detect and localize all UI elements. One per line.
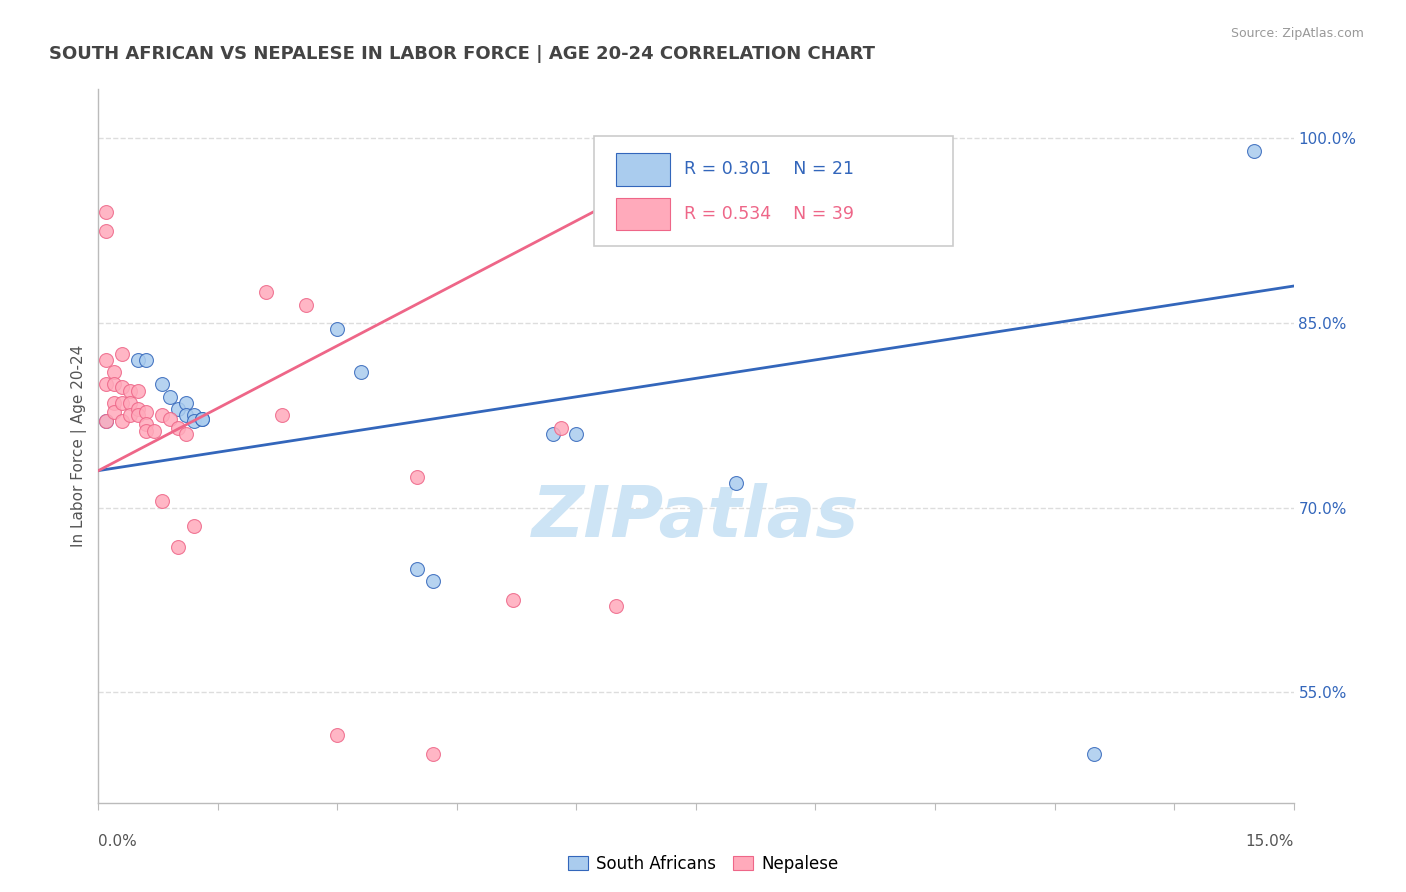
Text: SOUTH AFRICAN VS NEPALESE IN LABOR FORCE | AGE 20-24 CORRELATION CHART: SOUTH AFRICAN VS NEPALESE IN LABOR FORCE… xyxy=(49,45,875,62)
Point xyxy=(1083,747,1105,761)
Point xyxy=(120,396,142,410)
Point xyxy=(270,409,292,423)
Point xyxy=(135,352,157,367)
Point xyxy=(135,417,157,431)
Point xyxy=(1243,144,1265,158)
Point xyxy=(422,747,444,761)
Point xyxy=(150,409,173,423)
Point xyxy=(111,414,134,428)
Point xyxy=(326,322,349,336)
Point xyxy=(326,728,349,742)
Point xyxy=(294,297,316,311)
Text: R = 0.301    N = 21: R = 0.301 N = 21 xyxy=(685,161,853,178)
Point xyxy=(174,396,197,410)
Point xyxy=(103,404,125,418)
Point xyxy=(103,365,125,379)
Point xyxy=(541,426,564,441)
Point xyxy=(406,469,429,483)
Point xyxy=(183,519,205,533)
Point xyxy=(183,409,205,423)
Point xyxy=(565,426,588,441)
Point xyxy=(127,352,149,367)
Point xyxy=(96,414,118,428)
Point xyxy=(96,377,118,392)
Point xyxy=(135,424,157,438)
Point xyxy=(111,347,134,361)
Point xyxy=(550,420,572,434)
Point xyxy=(103,396,125,410)
Text: 0.0%: 0.0% xyxy=(98,833,138,848)
Point xyxy=(111,396,134,410)
Point xyxy=(96,205,118,219)
Point xyxy=(111,380,134,394)
Point xyxy=(502,592,524,607)
Point xyxy=(103,377,125,392)
FancyBboxPatch shape xyxy=(595,136,953,246)
Legend: South Africans, Nepalese: South Africans, Nepalese xyxy=(561,848,845,880)
Point xyxy=(127,409,149,423)
Bar xyxy=(616,153,669,186)
Text: R = 0.534    N = 39: R = 0.534 N = 39 xyxy=(685,205,853,223)
Point xyxy=(96,414,118,428)
Point xyxy=(150,494,173,508)
Point xyxy=(150,377,173,392)
Point xyxy=(254,285,277,300)
Point xyxy=(127,384,149,398)
Point xyxy=(96,352,118,367)
Point xyxy=(159,412,181,426)
Point xyxy=(167,420,190,434)
Point xyxy=(183,414,205,428)
Point xyxy=(174,426,197,441)
Text: 15.0%: 15.0% xyxy=(1246,833,1294,848)
Point xyxy=(120,409,142,423)
Point xyxy=(605,599,627,613)
Point xyxy=(350,365,373,379)
Point xyxy=(159,390,181,404)
Bar xyxy=(616,198,669,230)
Point xyxy=(406,562,429,576)
Y-axis label: In Labor Force | Age 20-24: In Labor Force | Age 20-24 xyxy=(72,345,87,547)
Point xyxy=(120,384,142,398)
Point xyxy=(135,404,157,418)
Point xyxy=(167,540,190,554)
Point xyxy=(167,402,190,417)
Point xyxy=(191,412,214,426)
Point xyxy=(127,402,149,417)
Text: ZIPatlas: ZIPatlas xyxy=(533,483,859,552)
Point xyxy=(724,475,747,490)
Point xyxy=(96,224,118,238)
Text: Source: ZipAtlas.com: Source: ZipAtlas.com xyxy=(1230,27,1364,40)
Point xyxy=(422,574,444,589)
Point xyxy=(191,412,214,426)
Point xyxy=(174,409,197,423)
Point xyxy=(143,424,166,438)
